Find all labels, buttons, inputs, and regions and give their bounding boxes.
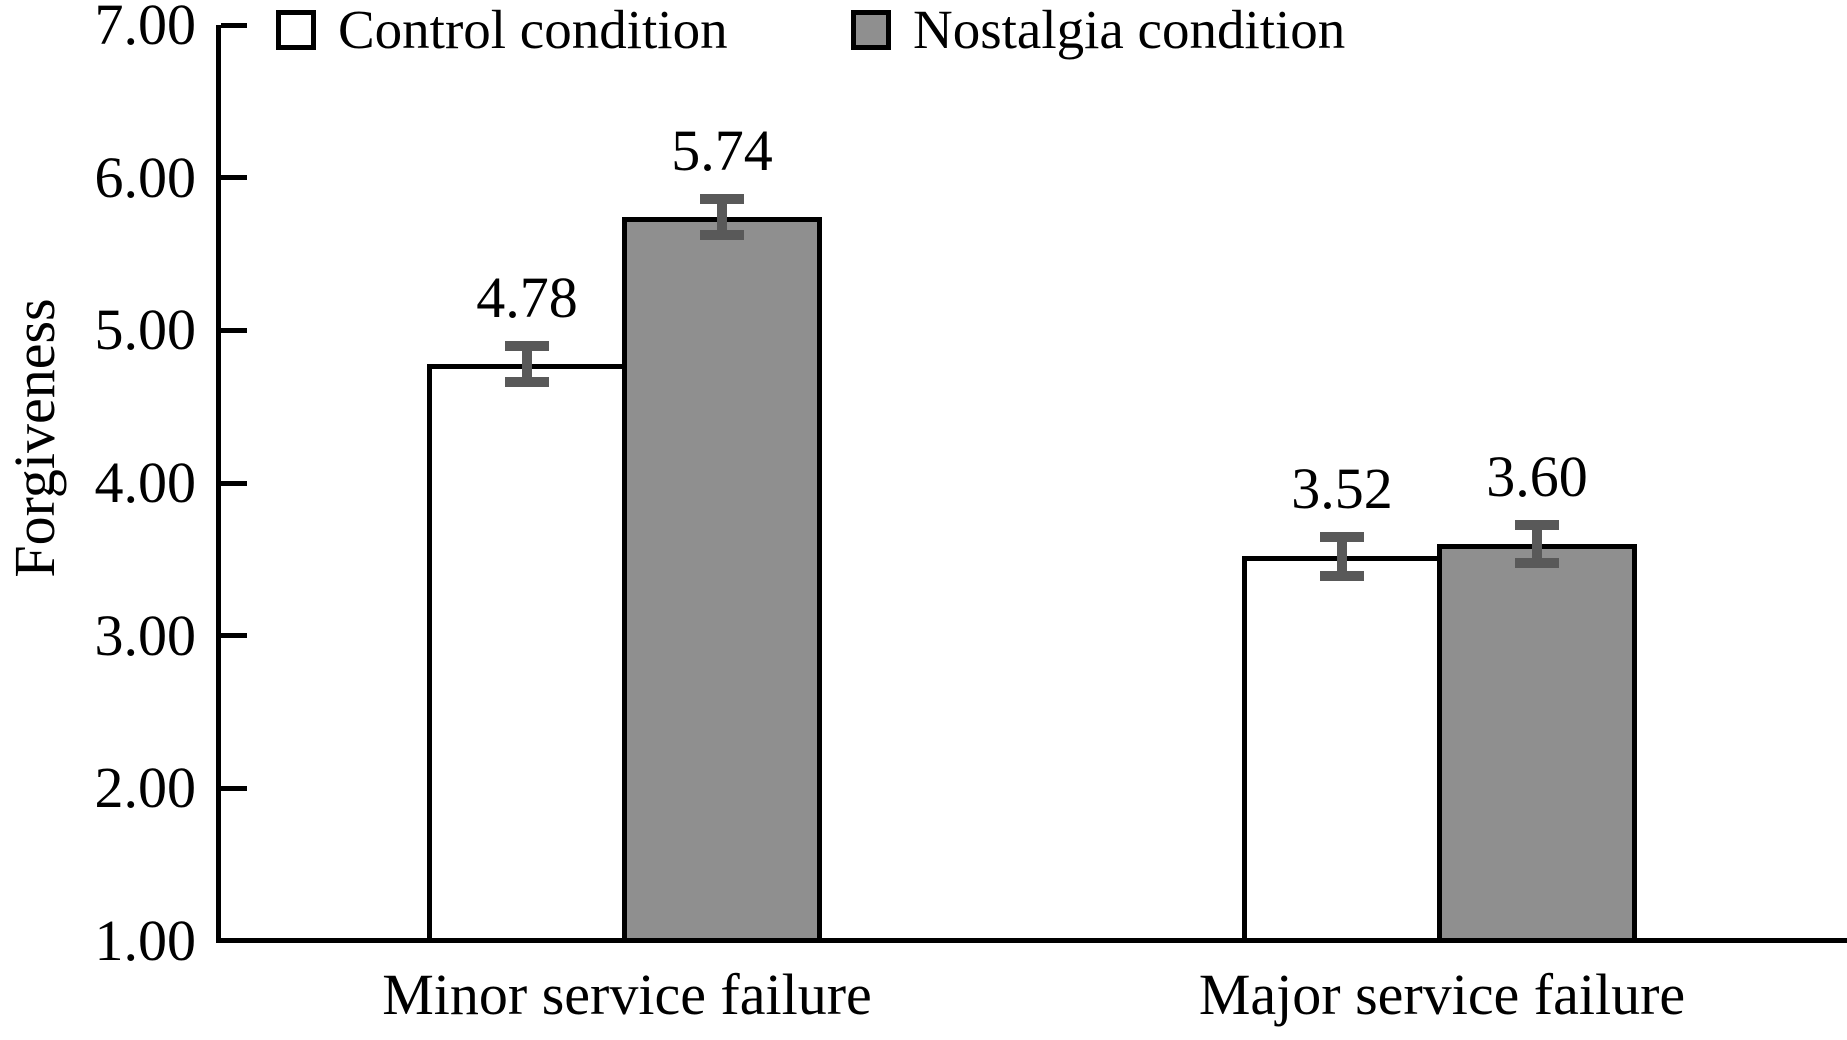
legend-label-nostalgia: Nostalgia condition (913, 0, 1346, 60)
error-bar (505, 341, 549, 387)
y-tick-label: 3.00 (94, 602, 197, 668)
error-bar-cap-top (505, 341, 549, 352)
bar-value-label: 5.74 (671, 118, 773, 184)
y-tick-label: 1.00 (94, 908, 197, 973)
legend-label-control: Control condition (338, 0, 728, 60)
error-bar-cap-top (1515, 519, 1559, 530)
bar-value-label: 3.60 (1486, 443, 1588, 509)
y-tick (221, 633, 247, 639)
error-bar-line (1532, 519, 1542, 569)
y-axis-line (216, 25, 221, 943)
error-bar (1320, 531, 1364, 581)
error-bar (700, 194, 744, 241)
error-bar-cap-bottom (505, 376, 549, 387)
bar-control-major (1242, 556, 1442, 943)
y-tick-label: 6.00 (94, 144, 197, 210)
error-bar-cap-bottom (1320, 570, 1364, 581)
y-tick-label: 7.00 (94, 0, 197, 57)
y-tick-label: 5.00 (94, 297, 197, 363)
error-bar-cap-top (700, 194, 744, 205)
error-bar-cap-bottom (700, 230, 744, 241)
error-bar-line (717, 194, 727, 241)
y-tick-label: 4.00 (94, 450, 197, 515)
y-tick (221, 480, 247, 486)
y-tick (221, 785, 247, 791)
legend-swatch-nostalgia (851, 10, 891, 50)
error-bar-line (522, 341, 532, 387)
legend-swatch-control (276, 10, 316, 50)
x-category-label: Minor service failure (382, 962, 872, 1027)
x-category-label: Major service failure (1198, 962, 1686, 1027)
y-tick (221, 327, 247, 333)
bar-value-label: 4.78 (476, 265, 578, 331)
x-axis-line (216, 938, 1847, 943)
bar-nostalgia-major (1437, 544, 1637, 943)
y-tick (221, 175, 247, 181)
error-bar (1515, 519, 1559, 569)
error-bar-cap-top (1320, 531, 1364, 542)
bar-control-minor (427, 363, 627, 943)
error-bar-line (1337, 531, 1347, 581)
error-bar-cap-bottom (1515, 558, 1559, 569)
y-tick (221, 22, 247, 28)
bar-nostalgia-minor (622, 217, 822, 943)
y-tick-label: 2.00 (94, 755, 197, 821)
bar-value-label: 3.52 (1291, 455, 1393, 521)
